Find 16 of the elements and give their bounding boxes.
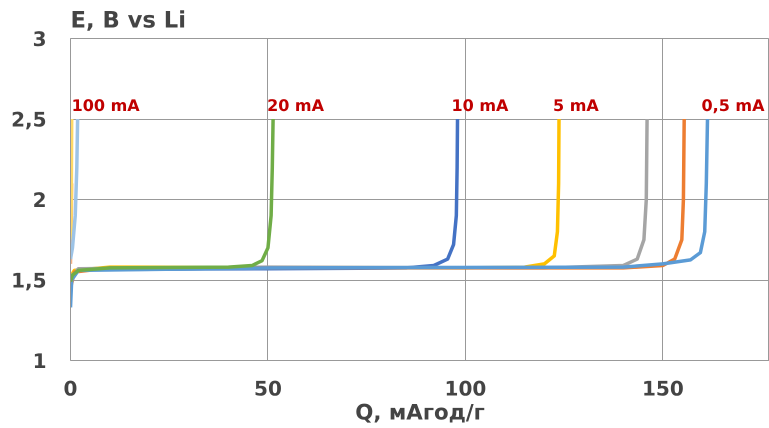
y-tick-label: 3 [32, 27, 47, 51]
x-tick-label: 0 [64, 376, 78, 400]
x-tick-label: 50 [254, 376, 282, 400]
x-tick-label: 100 [444, 376, 486, 400]
series-label: 20 mA [267, 96, 325, 115]
series-label: 5 mA [553, 96, 600, 115]
x-axis-title: Q, мАгод/г [355, 400, 485, 426]
y-tick-label: 1 [32, 349, 47, 373]
y-tick-label: 2,5 [11, 108, 47, 132]
y-tick-label: 2 [32, 188, 47, 212]
x-tick-label: 150 [642, 376, 684, 400]
chart-title: E, B vs Li [70, 8, 186, 34]
series-label: 100 mA [72, 96, 140, 115]
series-label: 10 mA [452, 96, 510, 115]
series-label: 0,5 mA [702, 96, 766, 115]
y-tick-label: 1,5 [11, 268, 47, 292]
